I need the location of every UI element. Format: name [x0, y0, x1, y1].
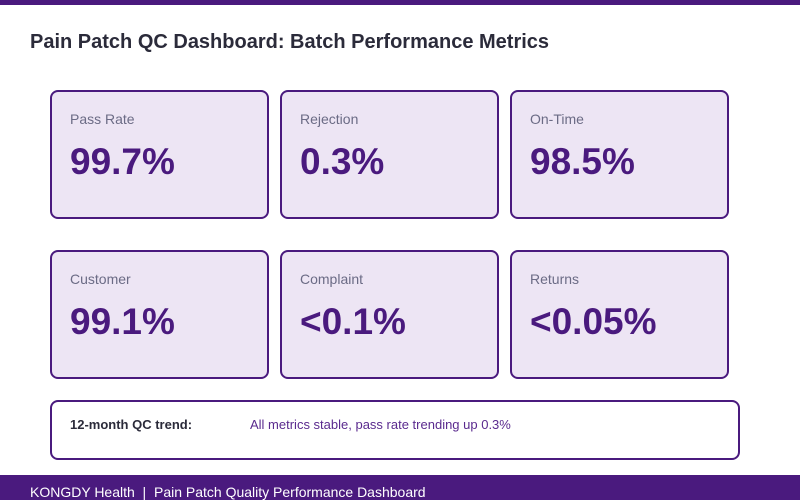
page-title: Pain Patch QC Dashboard: Batch Performan… — [30, 31, 550, 53]
metric-card-complaint: Complaint <0.1% — [280, 250, 499, 379]
metric-value: 0.3% — [300, 141, 385, 182]
top-accent-bar — [0, 0, 800, 5]
metric-card-returns: Returns <0.05% — [510, 250, 729, 379]
metric-label: Complaint — [300, 271, 364, 287]
metric-label: Rejection — [300, 111, 359, 127]
metric-value: <0.1% — [300, 301, 406, 342]
metric-card-pass-rate: Pass Rate 99.7% — [50, 90, 269, 219]
trend-label: 12-month QC trend: — [70, 417, 193, 432]
footer-text: KONGDY Health | Pain Patch Quality Perfo… — [30, 484, 426, 500]
trend-summary-box: 12-month QC trend: All metrics stable, p… — [50, 400, 740, 460]
metric-card-customer: Customer 99.1% — [50, 250, 269, 379]
metric-label: Pass Rate — [70, 111, 135, 127]
metric-value: <0.05% — [530, 301, 657, 342]
footer-bar: KONGDY Health | Pain Patch Quality Perfo… — [0, 475, 800, 500]
metric-label: On-Time — [530, 111, 584, 127]
metric-card-rejection: Rejection 0.3% — [280, 90, 499, 219]
metric-value: 99.7% — [70, 141, 175, 182]
metric-label: Returns — [530, 271, 580, 287]
metric-value: 98.5% — [530, 141, 635, 182]
metric-label: Customer — [70, 271, 131, 287]
trend-text: All metrics stable, pass rate trending u… — [250, 417, 511, 432]
metric-value: 99.1% — [70, 301, 175, 342]
metric-card-on-time: On-Time 98.5% — [510, 90, 729, 219]
